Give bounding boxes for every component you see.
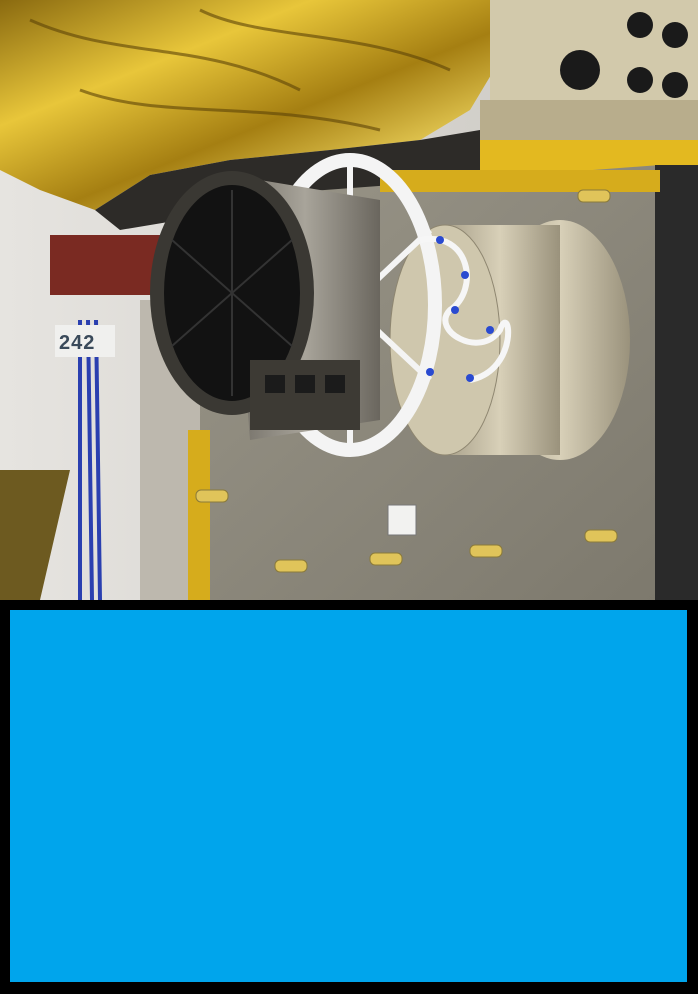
gold-blanket <box>0 0 520 210</box>
photo-illustration <box>0 0 698 600</box>
spacecraft-photo: 242 <box>0 0 698 600</box>
electronics-box <box>250 360 360 430</box>
blue-panel <box>10 610 687 982</box>
equipment-label: 242 <box>59 332 96 354</box>
red-box <box>50 235 160 295</box>
